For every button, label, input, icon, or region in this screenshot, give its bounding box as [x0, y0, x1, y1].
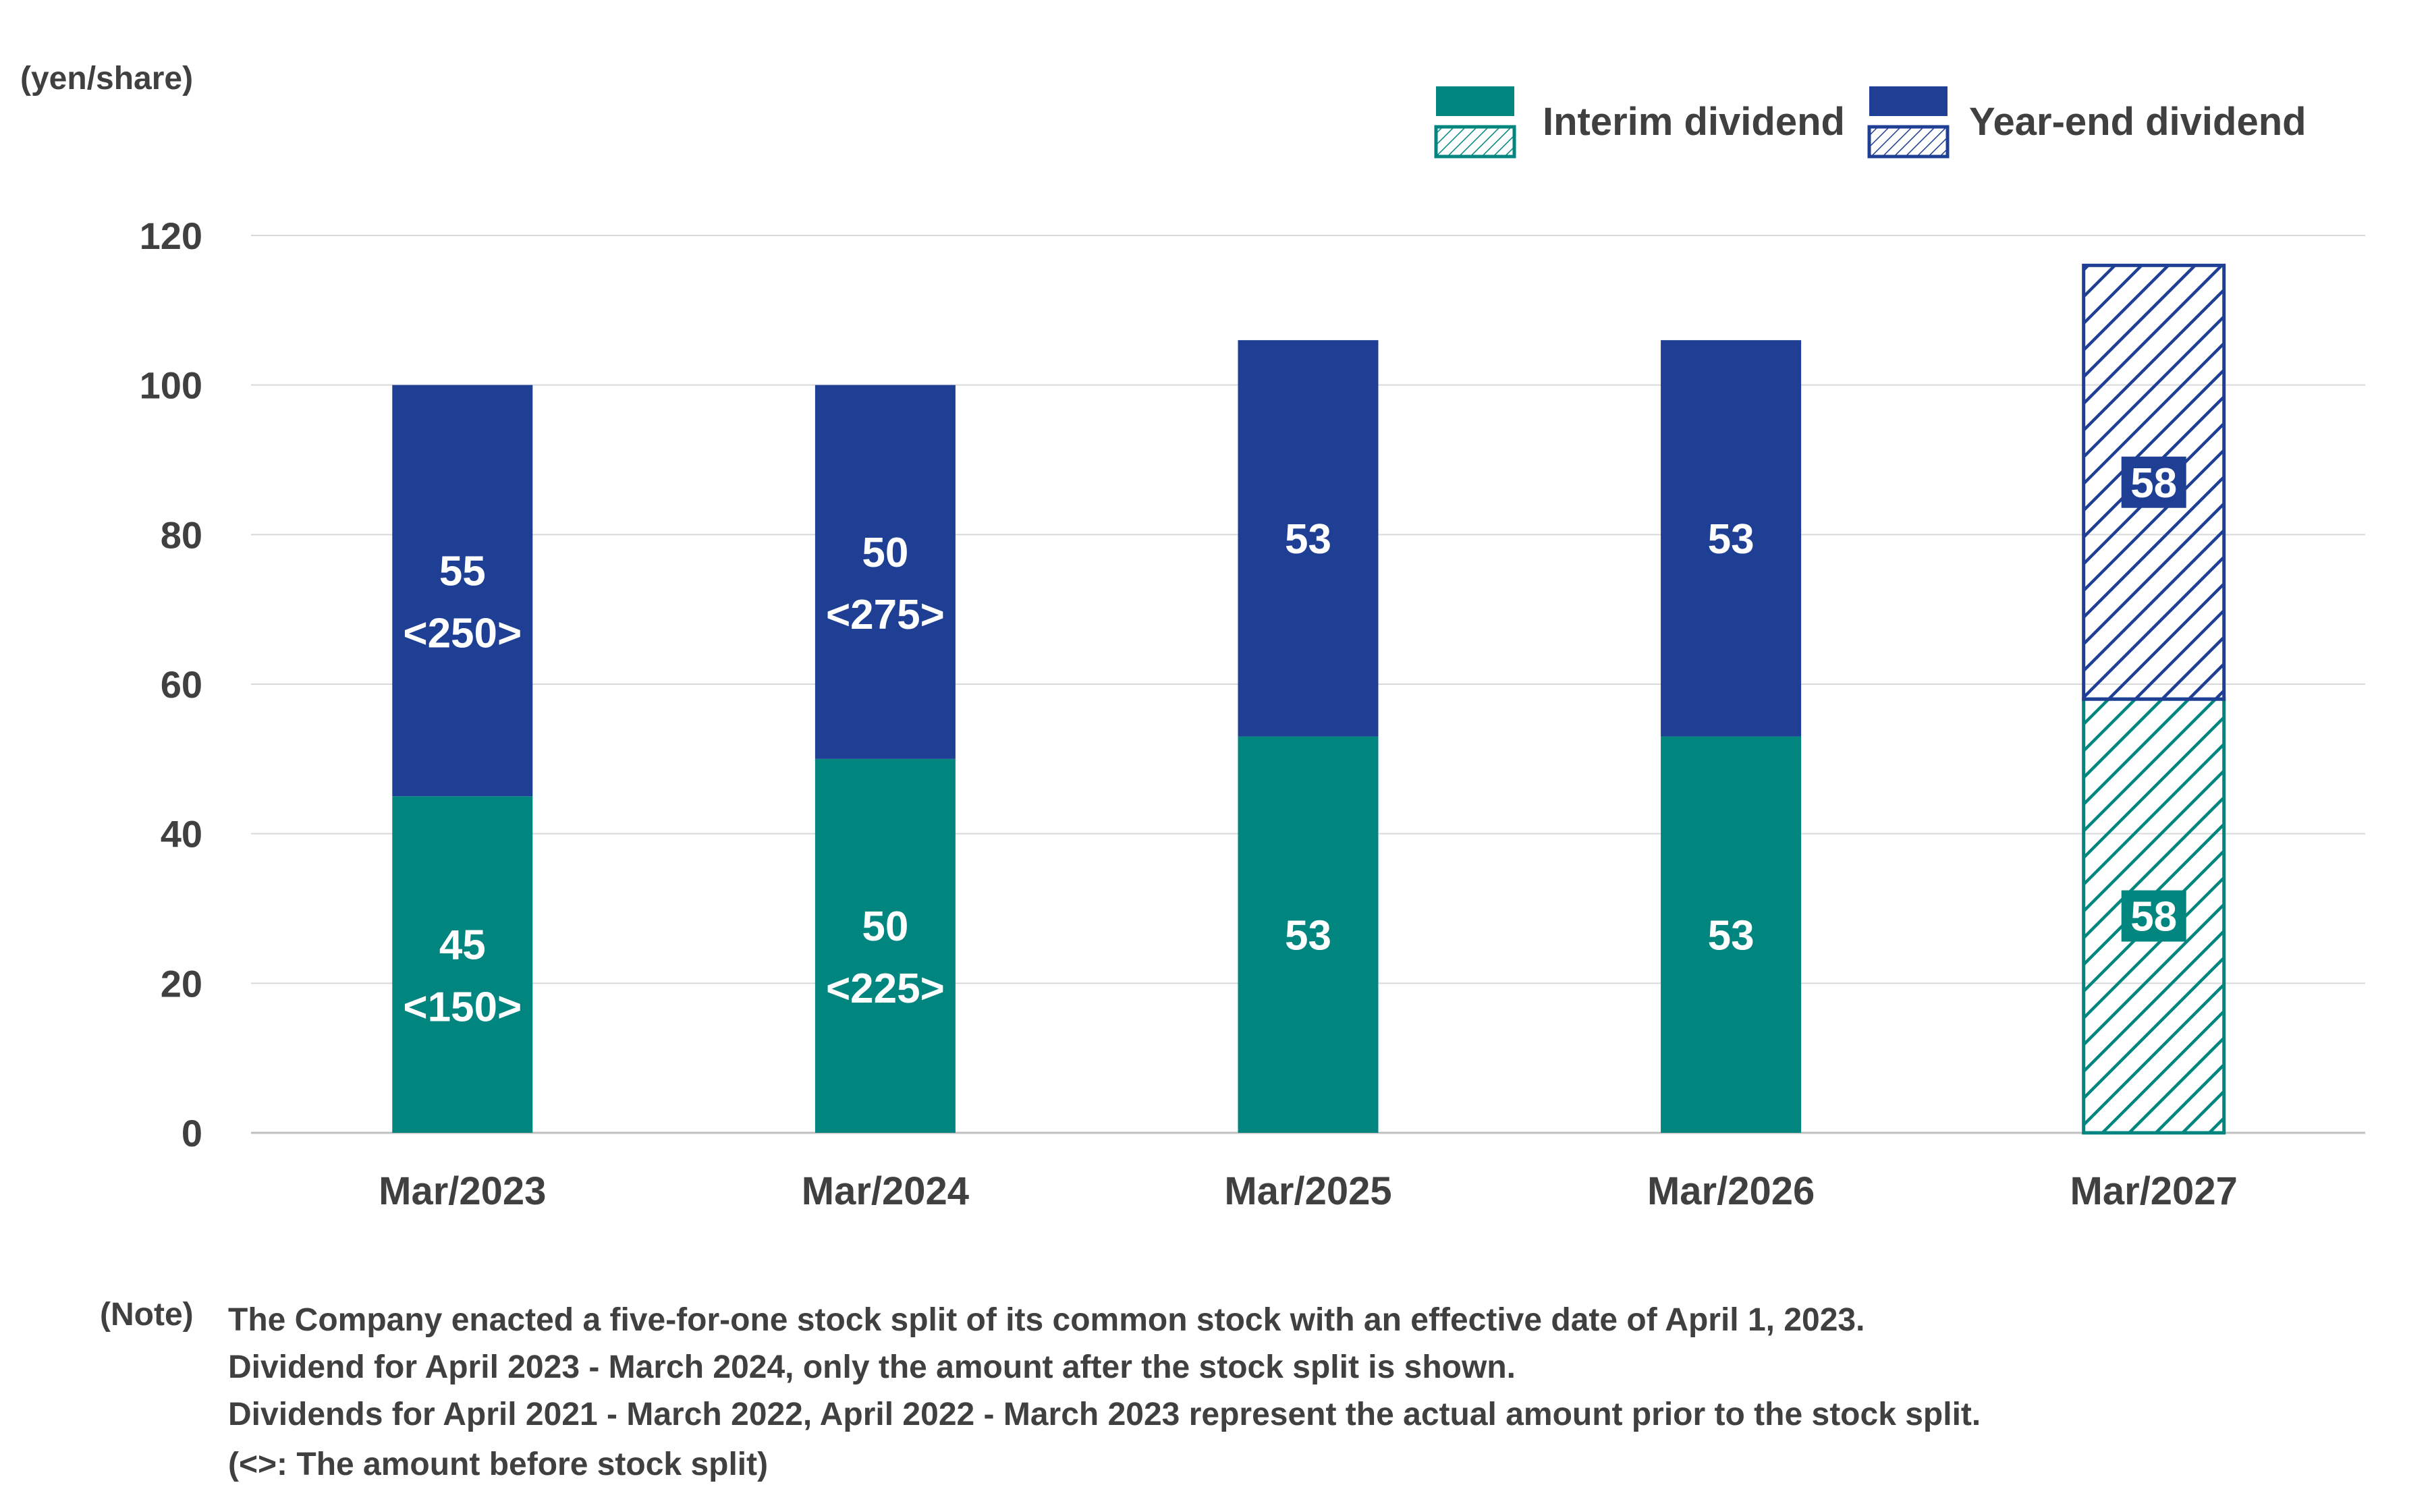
bar-value-sublabel: <250> — [403, 610, 522, 656]
note-prefix: (Note) — [100, 1297, 194, 1333]
bar-value-sublabel: <150> — [403, 984, 522, 1031]
bar-interim-2 — [1238, 736, 1379, 1133]
bar-value-label: 58 — [2130, 894, 2177, 941]
x-category-label: Mar/2025 — [1224, 1169, 1391, 1213]
bar-yearend-1 — [814, 385, 956, 759]
note: (Note) The Company enacted a five-for-on… — [100, 1297, 1981, 1482]
bar-value-label: 53 — [1708, 516, 1755, 563]
bar-value-sublabel: <225> — [826, 965, 945, 1012]
y-tick-label: 80 — [161, 513, 202, 556]
bar-value-label: 50 — [862, 903, 908, 950]
legend-label-interim: Interim dividend — [1543, 100, 1845, 144]
x-axis-categories: Mar/2023 Mar/2024 Mar/2025 Mar/2026 Mar/2027 — [379, 1169, 2238, 1213]
bars — [392, 263, 2226, 1135]
bar-value-label: 50 — [862, 530, 908, 576]
note-line-2: Dividend for April 2023 - March 2024, on… — [228, 1349, 1516, 1385]
note-line-3: Dividends for April 2021 - March 2022, A… — [228, 1397, 1981, 1432]
y-tick-label: 20 — [161, 962, 202, 1005]
x-category-label: Mar/2024 — [802, 1169, 969, 1213]
bar-interim-3 — [1661, 736, 1802, 1133]
legend-swatch-yearend-forecast — [1867, 125, 1950, 159]
bar-value-label: 55 — [439, 548, 486, 594]
bar-label-box — [2121, 890, 2186, 942]
legend-swatch-interim-forecast — [1434, 125, 1516, 159]
bar-value-label: 53 — [1285, 516, 1331, 563]
x-category-label: Mar/2026 — [1647, 1169, 1815, 1213]
bar-yearend-0 — [392, 385, 533, 797]
y-axis-label: (yen/share) — [20, 61, 193, 96]
y-tick-label: 60 — [161, 663, 202, 706]
bar-interim-0 — [392, 796, 533, 1133]
note-line-4: (<>: The amount before stock split) — [228, 1447, 768, 1482]
x-category-label: Mar/2023 — [379, 1169, 546, 1213]
y-axis-ticks: 0 20 40 60 80 100 120 — [140, 215, 202, 1154]
bar-value-label: 45 — [439, 922, 486, 969]
legend: Interim dividend Year-end dividend — [1434, 86, 2307, 159]
y-tick-label: 120 — [140, 215, 202, 257]
bar-yearend-3 — [1661, 340, 1802, 737]
bar-value-sublabel: <275> — [826, 592, 945, 638]
bar-labels: 45 <150> 55 <250> 50 <225> 50 <275> 53 53 53 53 58 58 — [403, 456, 2186, 1031]
bar-label-box — [2121, 456, 2186, 508]
bar-value-label: 53 — [1708, 912, 1755, 959]
y-tick-label: 100 — [140, 364, 202, 407]
note-line-1: The Company enacted a five-for-one stock… — [228, 1302, 1865, 1338]
x-category-label: Mar/2027 — [2070, 1169, 2238, 1213]
legend-swatch-yearend — [1869, 86, 1948, 116]
y-tick-label: 40 — [161, 813, 202, 856]
legend-swatch-interim — [1436, 86, 1514, 116]
y-tick-label: 0 — [182, 1112, 202, 1154]
bar-value-label: 58 — [2130, 460, 2177, 507]
bar-interim-1 — [814, 758, 956, 1133]
legend-label-yearend: Year-end dividend — [1969, 100, 2307, 144]
bar-yearend-2 — [1238, 340, 1379, 737]
bar-value-label: 53 — [1285, 912, 1331, 959]
